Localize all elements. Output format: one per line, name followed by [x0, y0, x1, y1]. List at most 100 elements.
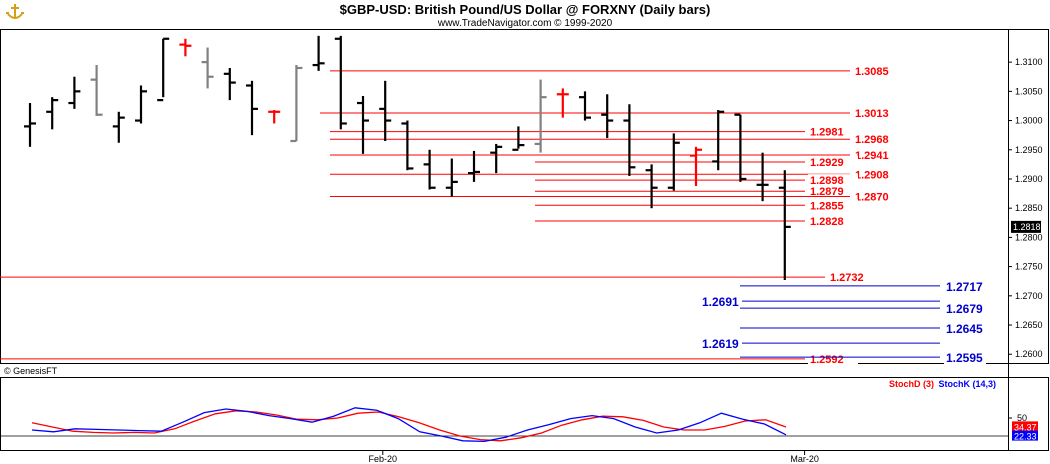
- ohlc-bar: [490, 143, 503, 174]
- ohlc-bar: [690, 146, 702, 186]
- price-tick-label: 1.2750: [1015, 262, 1043, 272]
- resistance-label-bg: [853, 64, 915, 78]
- ohlc-bar: [135, 85, 147, 124]
- ohlc-bar: [379, 80, 392, 141]
- chart-title: $GBP-USD: British Pound/US Dollar @ FORX…: [340, 2, 711, 17]
- ohlc-bar: [357, 96, 369, 154]
- stoch-last-values: 34.37 22.33: [1012, 421, 1038, 442]
- support-label: 1.2679: [946, 302, 983, 316]
- resistance-label-bg: [808, 185, 858, 199]
- resistance-label-bg: [808, 125, 858, 139]
- ohlc-bar: [423, 149, 436, 190]
- ohlc-bar: [778, 170, 791, 281]
- ohlc-bar: [712, 110, 725, 171]
- resistance-label-bg: [808, 352, 858, 366]
- stoch-k-line: [31, 407, 787, 443]
- price-axis: 1.3100 1.3050 1.3000 1.2950 1.2900 1.2850 1.28…: [1008, 57, 1043, 359]
- ohlc-bar: [46, 97, 59, 130]
- support-label-bg: [944, 302, 986, 316]
- resistance-label: 1.2828: [810, 216, 844, 228]
- ohlc-bar: [645, 164, 658, 209]
- logo-icon: [4, 3, 26, 23]
- resistance-label: 1.2981: [810, 127, 844, 139]
- resistance-label: 1.2908: [855, 169, 889, 181]
- legend-stoch-d: StochD (3): [889, 379, 934, 389]
- resistance-label: 1.2898: [810, 175, 844, 187]
- resistance-label-bg: [808, 215, 858, 229]
- time-tick-label: Feb-20: [369, 454, 398, 464]
- ohlc-bar: [246, 80, 258, 136]
- levels-group: 1.3085 1.3013 1.2981 1.2968 1.2941 1.2929 1.29…: [0, 64, 986, 366]
- stoch-k-last: 22.33: [1014, 432, 1037, 442]
- chart-subtitle: www.TradeNavigator.com © 1999-2020: [437, 18, 613, 29]
- support-label: 1.2717: [946, 280, 983, 294]
- legend-stoch-k: StochK (14,3): [938, 379, 996, 389]
- ohlc-bar: [601, 94, 614, 139]
- resistance-label: 1.2855: [810, 200, 844, 212]
- ohlc-bar: [312, 35, 325, 71]
- ohlc-bar: [90, 65, 103, 116]
- ohlc-bar: [734, 113, 747, 182]
- resistance-label-bg: [853, 168, 915, 182]
- ohlc-bar: [334, 35, 347, 130]
- ohlc-bar: [68, 76, 81, 109]
- last-price-label: 1.2818: [1013, 222, 1041, 232]
- stoch-grid: 50: [0, 413, 1027, 437]
- price-tick-label: 1.2650: [1015, 320, 1043, 330]
- ohlc-bar: [512, 126, 525, 151]
- ohlc-bar: [112, 111, 125, 143]
- ohlc-bars: [24, 35, 791, 281]
- resistance-label-bg: [853, 149, 915, 163]
- ohlc-bar: [24, 103, 36, 147]
- ohlc-bar: [268, 110, 281, 124]
- ohlc-bar: [201, 47, 214, 89]
- support-label-bg: [700, 295, 742, 309]
- ohlc-bar: [401, 120, 414, 171]
- price-tick-label: 1.3100: [1015, 57, 1043, 67]
- time-tick-label: Mar-20: [790, 454, 819, 464]
- ohlc-bar: [579, 91, 591, 121]
- price-tick-label: 1.2900: [1015, 174, 1043, 184]
- stoch-panel-border: [0, 377, 1049, 451]
- ohlc-bar: [445, 158, 458, 197]
- stoch-tick-label: 50: [1017, 413, 1027, 423]
- resistance-label: 1.2968: [855, 134, 889, 146]
- price-tick-label: 1.2800: [1015, 232, 1043, 242]
- ohlc-bar: [179, 38, 192, 57]
- last-price-marker: 1.2818: [1011, 220, 1041, 233]
- resistance-label-bg: [808, 174, 858, 188]
- resistance-label: 1.2879: [810, 186, 844, 198]
- resistance-label-bg: [853, 106, 915, 120]
- ohlc-bar: [223, 67, 236, 101]
- price-tick-label: 1.2600: [1015, 349, 1043, 359]
- time-axis: Feb-20 Mar-20: [369, 451, 819, 464]
- resistance-label: 1.2870: [855, 192, 889, 204]
- ohlc-bar: [756, 152, 769, 202]
- support-label-bg: [944, 351, 986, 365]
- price-tick-label: 1.3000: [1015, 116, 1043, 126]
- support-label: 1.2691: [702, 295, 739, 309]
- copyright-label: © GenesisFT: [4, 366, 58, 376]
- resistance-label: 1.2592: [810, 354, 844, 366]
- stoch-lines: [31, 407, 787, 443]
- support-label: 1.2595: [946, 351, 983, 365]
- ohlc-bar: [623, 104, 636, 177]
- resistance-label: 1.3013: [855, 108, 889, 120]
- resistance-label-bg: [808, 199, 858, 213]
- support-label-bg: [700, 337, 742, 351]
- support-label: 1.2619: [702, 337, 739, 351]
- ohlc-bar: [468, 150, 480, 182]
- resistance-label-bg: [853, 133, 915, 147]
- resistance-label: 1.3085: [855, 66, 889, 78]
- resistance-label-bg: [853, 190, 915, 204]
- resistance-label-bg: [808, 156, 858, 170]
- support-label: 1.2645: [946, 322, 983, 336]
- resistance-label: 1.2941: [855, 150, 889, 162]
- stoch-d-last: 34.37: [1014, 422, 1037, 432]
- price-tick-label: 1.3050: [1015, 86, 1043, 96]
- ohlc-bar: [290, 65, 303, 143]
- resistance-label-bg: [828, 271, 878, 285]
- ohlc-bar: [157, 37, 170, 102]
- price-tick-label: 1.2950: [1015, 145, 1043, 155]
- support-label-bg: [944, 321, 986, 335]
